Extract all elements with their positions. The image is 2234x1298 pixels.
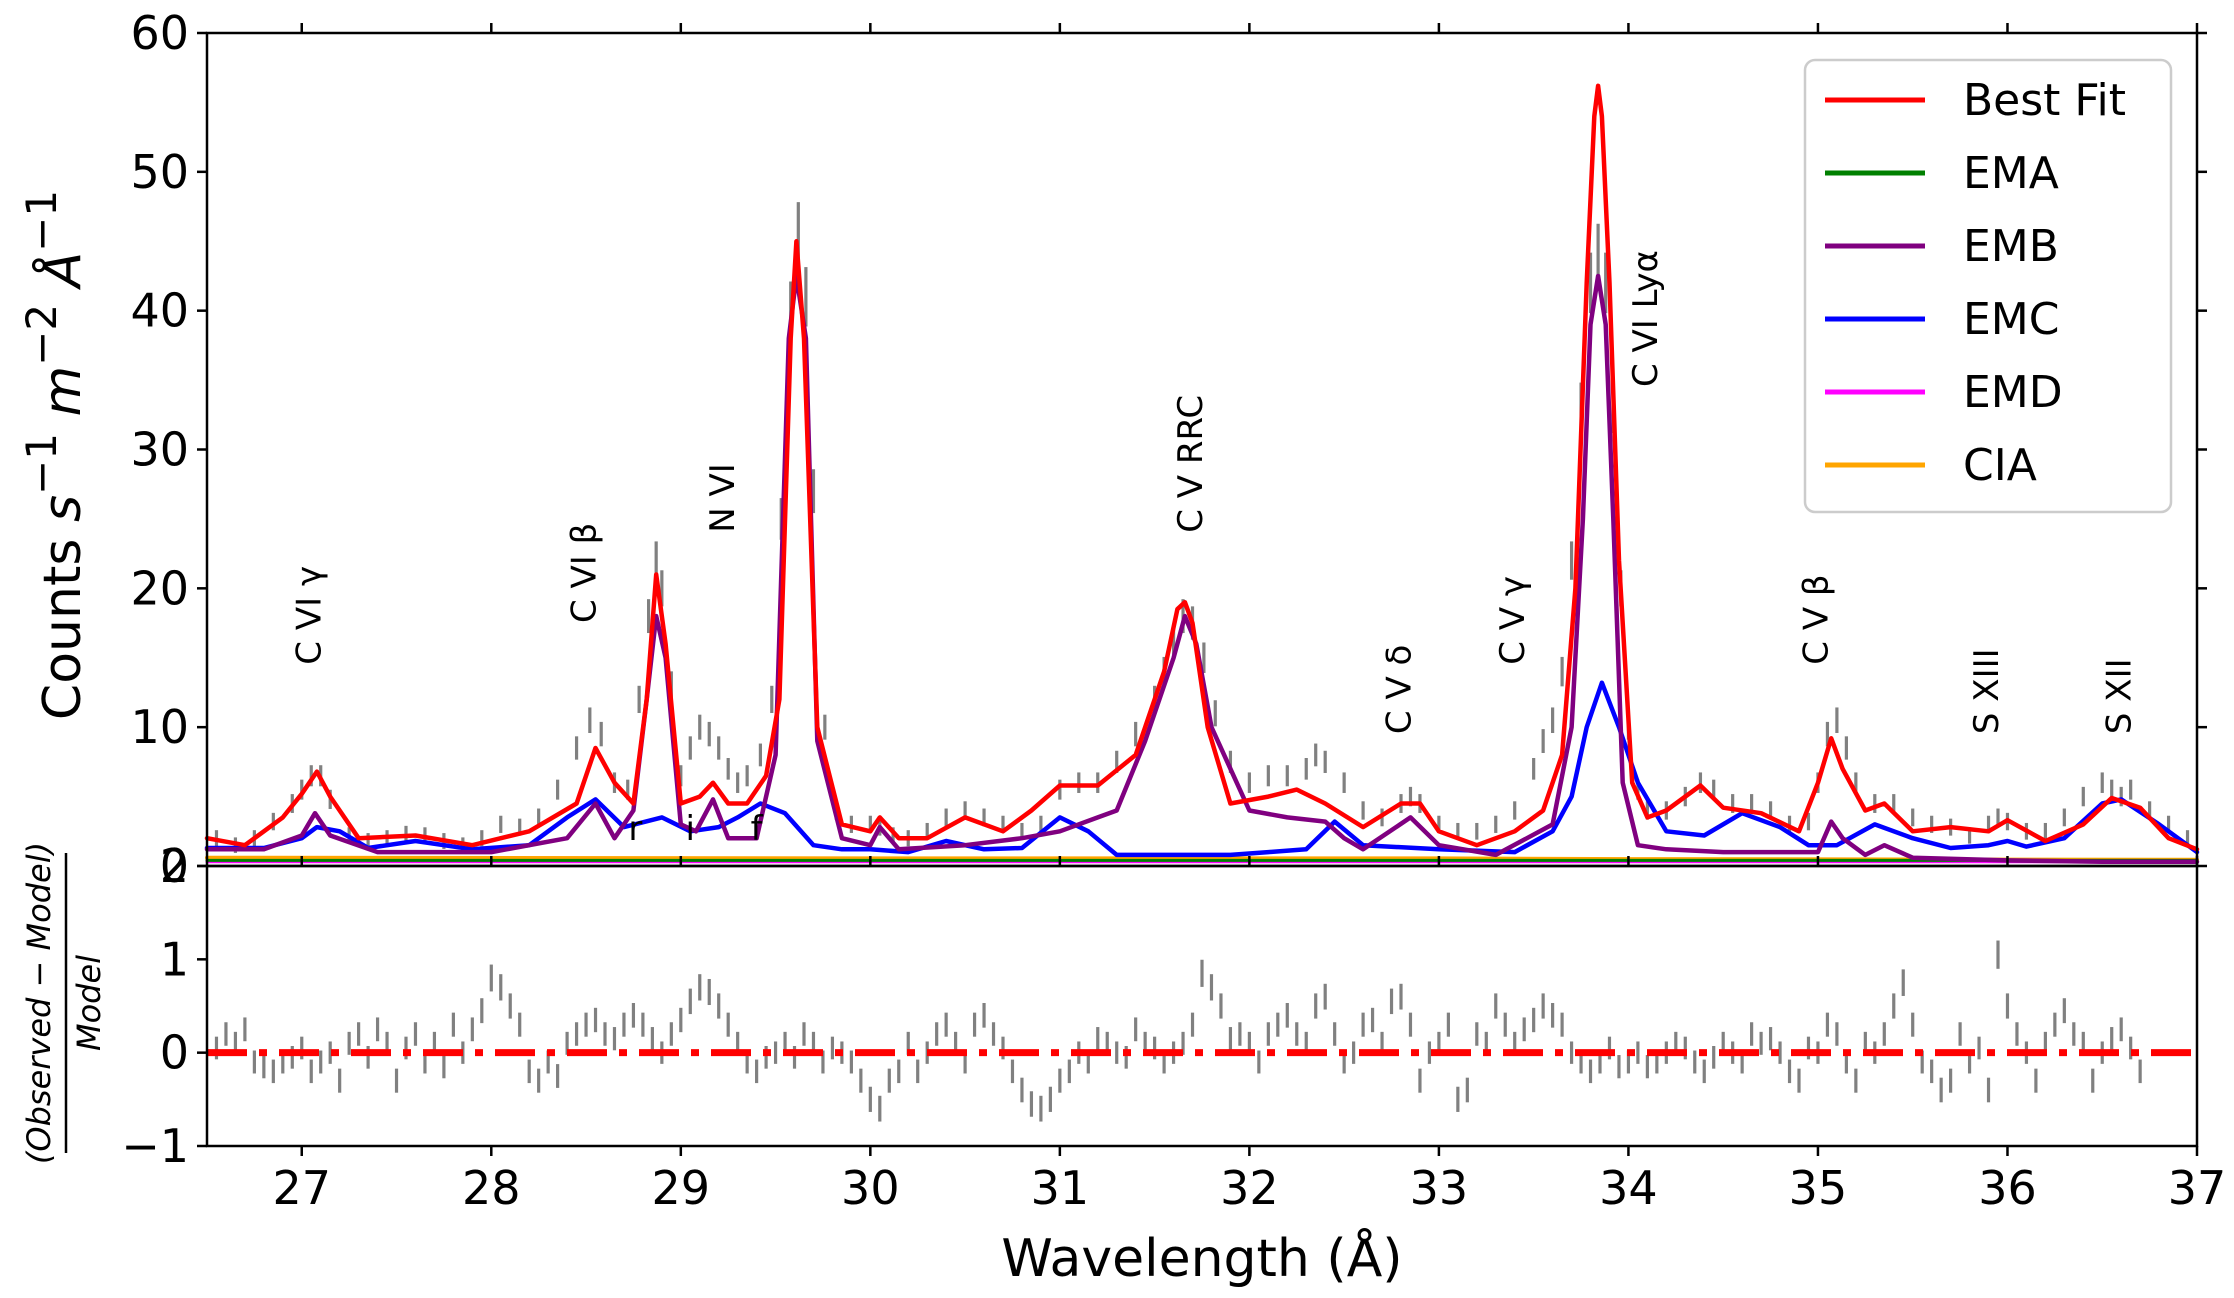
x-tick-label: 37 [2168,1161,2227,1215]
legend: Best Fit EMA EMB EMC EMD CIA [1803,58,2173,514]
triplet-label: r [628,809,642,849]
line-annotation: C VI β [565,523,605,623]
residual-panel: −1 0 1 2 27 28 29 30 31 32 33 34 35 36 37 (Observed −… [20,23,2226,1289]
line-annotation: C V RRC [1171,395,1211,533]
series-line-emc [204,680,2200,858]
ylabel-m: m [33,366,93,433]
legend-label: CIA [1963,440,2037,491]
line-annotation: N VI [703,463,743,533]
triplet-label: i [686,809,695,849]
x-tick-label: 29 [652,1161,711,1215]
ylabel-angstrom: Å [31,252,93,304]
line-annotation: C VI Lyα [1626,250,1666,387]
x-tick-label: 28 [462,1161,521,1215]
x-tick-label: 30 [841,1161,900,1215]
line-annotation: C VI γ [290,566,330,665]
residual-ylabel-numerator: (Observed − Model) [20,842,58,1164]
legend-label: EMC [1963,294,2060,345]
x-tick-label: 34 [1599,1161,1658,1215]
residual-ylabel-denominator: Model [70,955,108,1051]
y-tick-label: 30 [130,423,189,477]
spectrum-y-ticks: 0 10 20 30 40 50 60 [130,6,2207,893]
y-tick-label: 60 [130,6,189,60]
x-tick-label: 35 [1789,1161,1848,1215]
residual-y-tick-label: 0 [160,1026,189,1080]
ylabel-m-exp: −2 [17,304,66,366]
legend-label: EMA [1963,148,2059,199]
line-annotation: C V δ [1379,645,1419,734]
y-tick-label: 50 [130,145,189,199]
x-tick-label: 33 [1410,1161,1469,1215]
residual-y-tick-label: −1 [121,1119,189,1173]
x-tick-label: 27 [272,1161,331,1215]
ylabel-s-exp: −1 [17,433,66,495]
residual-y-ticks: −1 0 1 2 [121,839,207,1173]
y-tick-label: 10 [130,700,189,754]
y-tick-label: 20 [130,561,189,615]
x-tick-label: 36 [1978,1161,2037,1215]
y-tick-label: 0 [160,839,189,893]
line-annotations: C VI γ C VI β N VI C V RRC C V δ C V γ C VI Ly… [290,250,2140,734]
legend-label: Best Fit [1963,75,2126,126]
x-axis-title: Wavelength (Å) [1001,1227,1402,1289]
x-ticks: 27 28 29 30 31 32 33 34 35 36 37 [272,23,2226,1215]
x-tick-label: 32 [1220,1161,1279,1215]
triplet-label: f [751,809,764,849]
y-tick-label: 40 [130,284,189,338]
x-tick-label: 31 [1031,1161,1090,1215]
series-line-best-fit [204,83,2200,852]
residual-plot-area [207,940,2197,1122]
ylabel-angstrom-exp: −1 [17,190,66,252]
spectrum-y-axis-title: Counts s−1 m−2 Å−1 [17,190,94,720]
legend-label: EMB [1963,221,2059,272]
legend-label: EMD [1963,367,2063,418]
residual-y-tick-label: 2 [160,839,189,893]
line-annotation: C V β [1796,574,1836,664]
residual-y-tick-label: 1 [160,932,189,986]
residual-y-axis-title: (Observed − Model) Model [20,842,108,1164]
ylabel-counts: Counts [33,522,93,720]
residual-axes-frame [205,864,2199,1148]
line-annotation: C V γ [1493,576,1533,665]
line-annotation: S XIII [1967,648,2007,734]
line-annotation: S XII [2100,658,2140,734]
ylabel-s: s [33,495,93,522]
